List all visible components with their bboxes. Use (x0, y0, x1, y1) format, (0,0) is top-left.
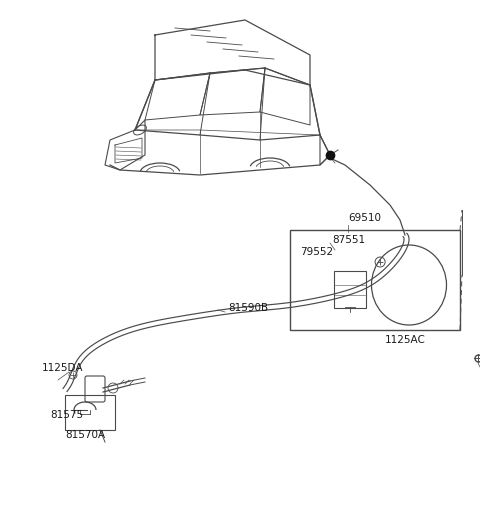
Text: 1125DA: 1125DA (42, 363, 84, 373)
Text: 87551: 87551 (332, 235, 365, 245)
Text: 69510: 69510 (348, 213, 381, 223)
Bar (65, 395, 115, 430)
Bar (290, 230, 460, 330)
Text: 1125AC: 1125AC (385, 335, 426, 345)
Text: 81570A: 81570A (65, 430, 105, 440)
Text: 81575: 81575 (50, 410, 83, 420)
Text: 81590B: 81590B (228, 303, 268, 313)
Text: 79552: 79552 (300, 247, 333, 257)
